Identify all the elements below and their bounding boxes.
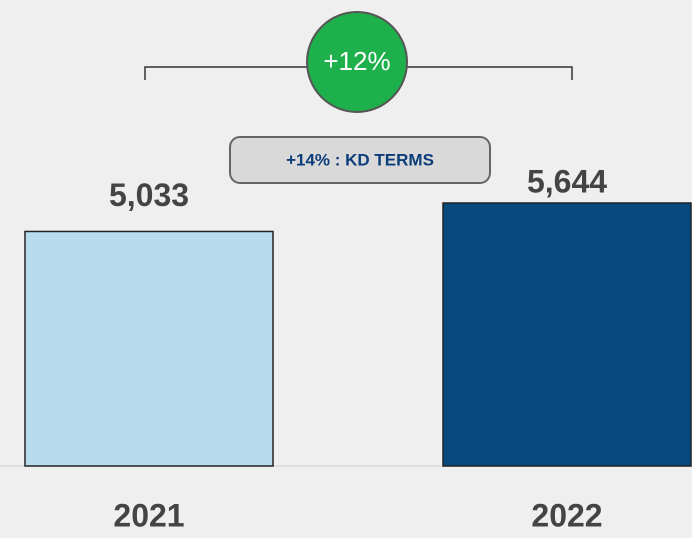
growth-label: +12% — [323, 46, 390, 76]
note-box — [229, 136, 491, 184]
growth-badge — [306, 11, 408, 113]
bar — [442, 202, 692, 467]
value-label: 5,644 — [527, 163, 607, 199]
value-label: 5,033 — [109, 177, 189, 213]
note-label: +14% : KD TERMS — [286, 150, 434, 169]
category-label: 2022 — [531, 497, 602, 533]
bar — [24, 230, 274, 467]
category-label: 2021 — [113, 497, 184, 533]
